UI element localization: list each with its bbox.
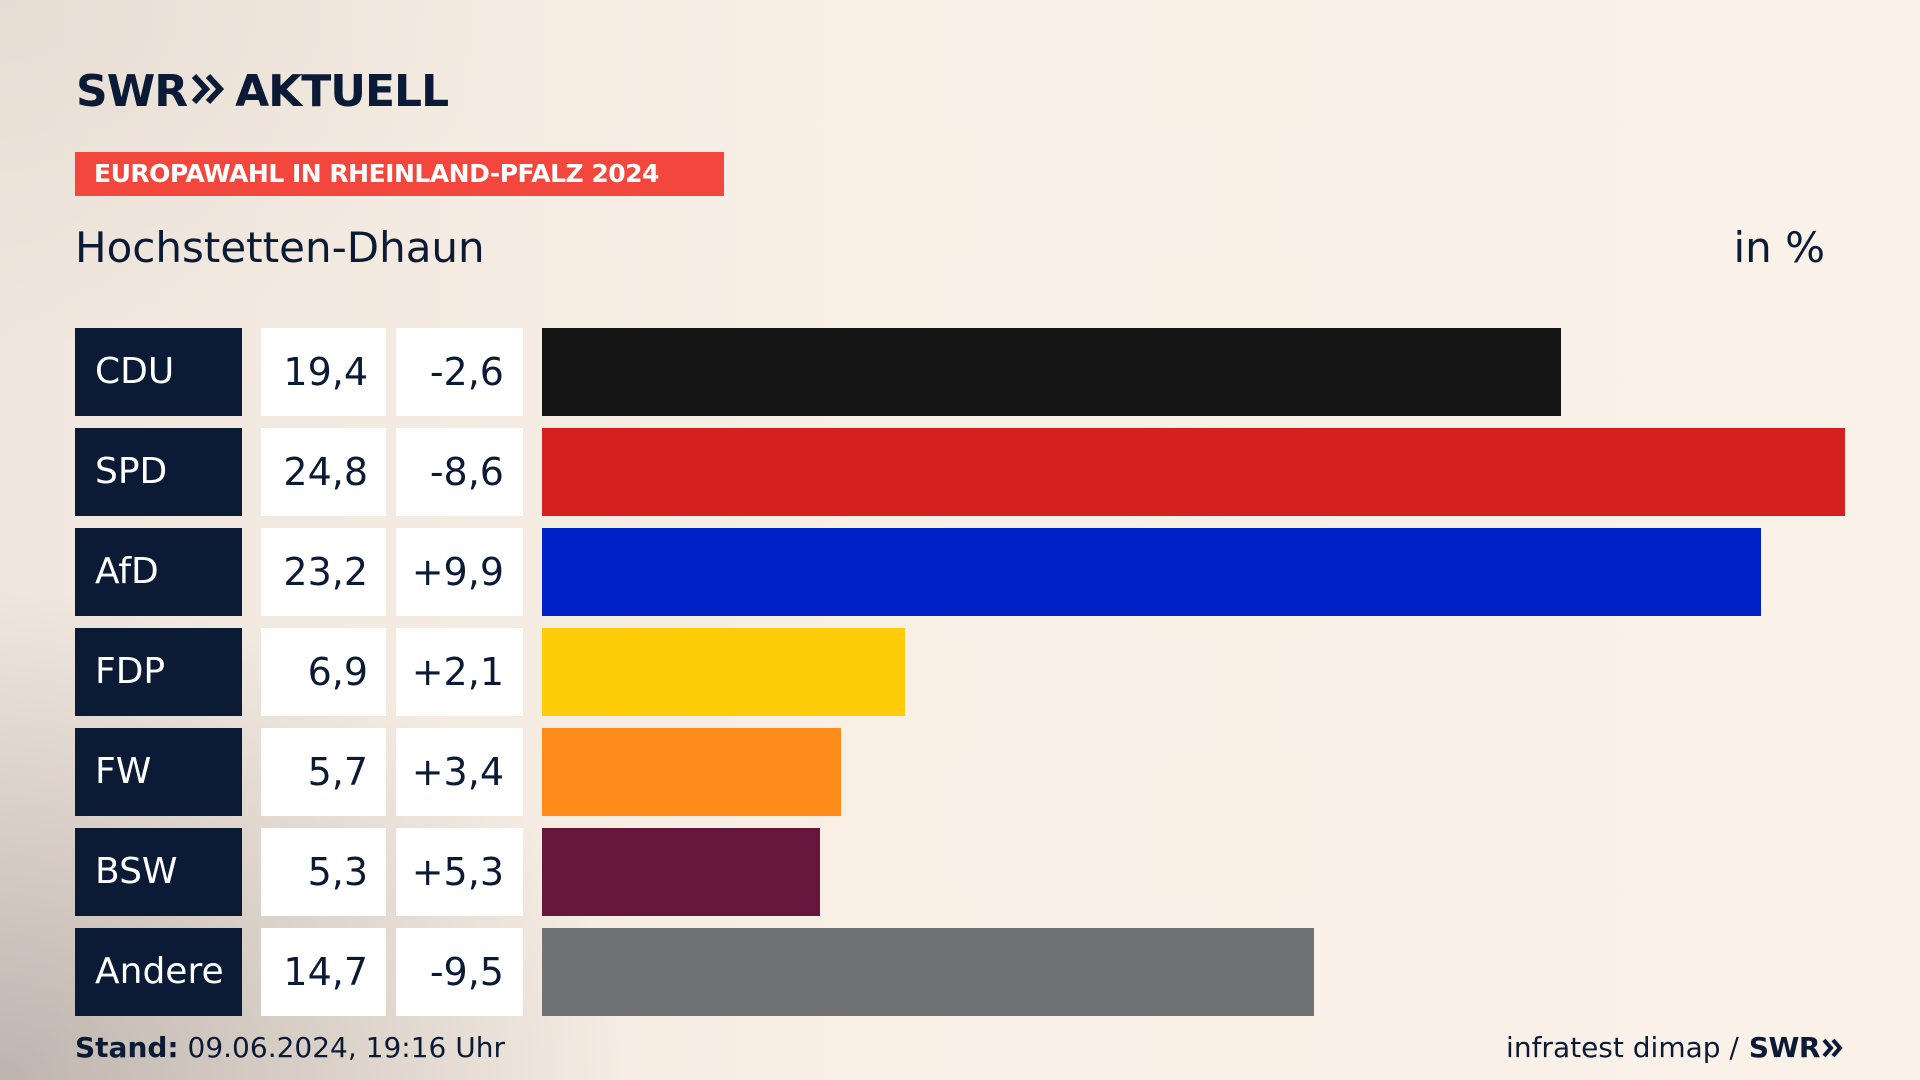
result-bar [542,428,1845,516]
change-value: +2,1 [396,628,523,716]
source-brand-text: SWR [1748,1031,1821,1064]
result-bar [542,928,1314,1016]
change-value: +3,4 [396,728,523,816]
change-value: -2,6 [396,328,523,416]
party-label: FW [75,728,242,816]
share-value: 23,2 [261,528,386,616]
change-value: +5,3 [396,828,523,916]
share-value: 6,9 [261,628,386,716]
source-text: infratest dimap / [1506,1031,1739,1064]
party-label: FDP [75,628,242,716]
change-value: -8,6 [396,428,523,516]
change-value: +9,9 [396,528,523,616]
source-brand: SWR [1749,1030,1844,1066]
timestamp: Stand: 09.06.2024, 19:16 Uhr [75,1030,505,1066]
share-value: 14,7 [261,928,386,1016]
stand-value: 09.06.2024, 19:16 Uhr [187,1031,505,1064]
source-credit: infratest dimap / SWR [1506,1030,1844,1066]
result-bar [542,628,905,716]
swr-aktuell-logo: SWR AKTUELL [76,65,449,117]
unit-label: in % [1733,223,1825,272]
share-value: 5,3 [261,828,386,916]
share-value: 19,4 [261,328,386,416]
double-chevron-icon [191,66,225,117]
result-bar [542,728,841,816]
result-bar [542,828,820,916]
result-bar [542,328,1561,416]
change-value: -9,5 [396,928,523,1016]
party-label: SPD [75,428,242,516]
share-value: 24,8 [261,428,386,516]
logo-aktuell-text: AKTUELL [235,65,449,117]
result-bar [542,528,1761,616]
election-kicker: EUROPAWAHL IN RHEINLAND-PFALZ 2024 [75,152,724,196]
double-chevron-small-icon [1822,1038,1843,1058]
party-label: Andere [75,928,242,1016]
stand-label: Stand: [75,1031,179,1064]
place-title: Hochstetten-Dhaun [75,223,485,272]
party-label: BSW [75,828,242,916]
share-value: 5,7 [261,728,386,816]
party-label: CDU [75,328,242,416]
logo-swr-text: SWR [76,65,188,117]
party-label: AfD [75,528,242,616]
